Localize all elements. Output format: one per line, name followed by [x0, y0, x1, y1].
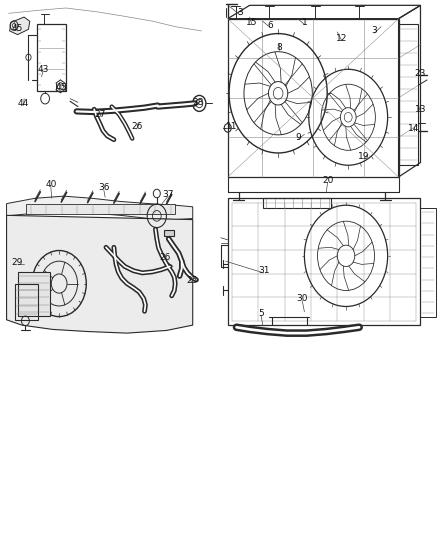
Text: 5: 5 — [258, 309, 264, 318]
Bar — [263, 198, 331, 208]
Bar — [420, 208, 436, 317]
Text: 9: 9 — [295, 133, 301, 142]
Bar — [399, 24, 418, 165]
Text: 37: 37 — [162, 190, 174, 198]
Text: 8: 8 — [276, 44, 283, 52]
Text: 31: 31 — [258, 266, 269, 275]
Text: 27: 27 — [94, 110, 106, 118]
Text: 45: 45 — [12, 25, 23, 33]
Text: 19: 19 — [358, 152, 369, 161]
Bar — [164, 230, 174, 236]
Bar — [18, 272, 50, 316]
Text: 20: 20 — [322, 176, 333, 184]
Text: 3: 3 — [371, 27, 378, 35]
Text: 45: 45 — [56, 83, 67, 92]
Text: 23: 23 — [415, 69, 426, 78]
Text: 29: 29 — [12, 258, 23, 266]
Text: 30: 30 — [297, 294, 308, 303]
Text: 43: 43 — [37, 65, 49, 74]
Text: 11: 11 — [226, 123, 237, 131]
Text: 1: 1 — [301, 18, 307, 27]
Text: 6: 6 — [267, 21, 273, 29]
Text: 25: 25 — [186, 276, 198, 285]
Text: 3: 3 — [237, 9, 243, 17]
Polygon shape — [7, 196, 193, 220]
Text: 13: 13 — [415, 105, 426, 114]
Text: 12: 12 — [336, 34, 347, 43]
Bar — [37, 24, 66, 91]
Text: 36: 36 — [98, 183, 110, 192]
Polygon shape — [7, 215, 193, 333]
Text: 14: 14 — [408, 125, 420, 133]
Text: 15: 15 — [246, 18, 258, 27]
Text: 40: 40 — [45, 180, 57, 189]
Polygon shape — [10, 17, 30, 35]
Text: 26: 26 — [159, 254, 170, 262]
Text: 28: 28 — [193, 98, 204, 107]
Text: 44: 44 — [18, 99, 29, 108]
Bar — [26, 204, 175, 214]
Text: 26: 26 — [131, 123, 142, 131]
Bar — [15, 284, 38, 320]
